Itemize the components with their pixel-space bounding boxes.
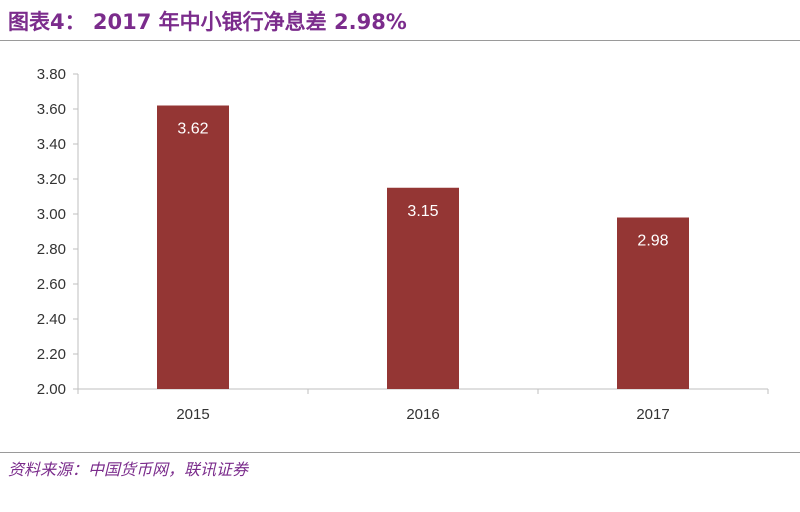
data-label-2017: 2.98 [637,233,668,250]
x-tick-label-2017: 2017 [636,406,669,423]
y-tick-label: 2.40 [37,311,66,328]
x-tick-label-2015: 2015 [176,406,209,423]
y-tick-label: 3.00 [37,206,66,223]
data-label-2016: 3.15 [407,203,438,220]
x-tick-label-2016: 2016 [406,406,439,423]
y-tick-label: 3.80 [37,66,66,83]
source-divider [0,452,800,453]
y-tick-label: 2.80 [37,241,66,258]
y-tick-label: 3.60 [37,101,66,118]
y-tick-label: 2.00 [37,381,66,398]
y-tick-label: 3.40 [37,136,66,153]
y-tick-label: 2.60 [37,276,66,293]
source-note: 资料来源：中国货币网，联讯证券 [8,460,249,479]
y-tick-label: 3.20 [37,171,66,188]
bar-chart: 2.00 2.20 2.40 2.60 2.80 3.00 3.20 3.40 3.60 3.80… [37,66,769,423]
title-divider [0,40,800,41]
bar-2016 [387,187,459,389]
bar-2017 [617,217,689,389]
data-label-2015: 3.62 [177,121,208,138]
chart-title: 图表4： 2017 年中小银行净息差 2.98% [8,10,407,34]
y-tick-label: 2.20 [37,346,66,363]
bar-2015 [157,105,229,389]
